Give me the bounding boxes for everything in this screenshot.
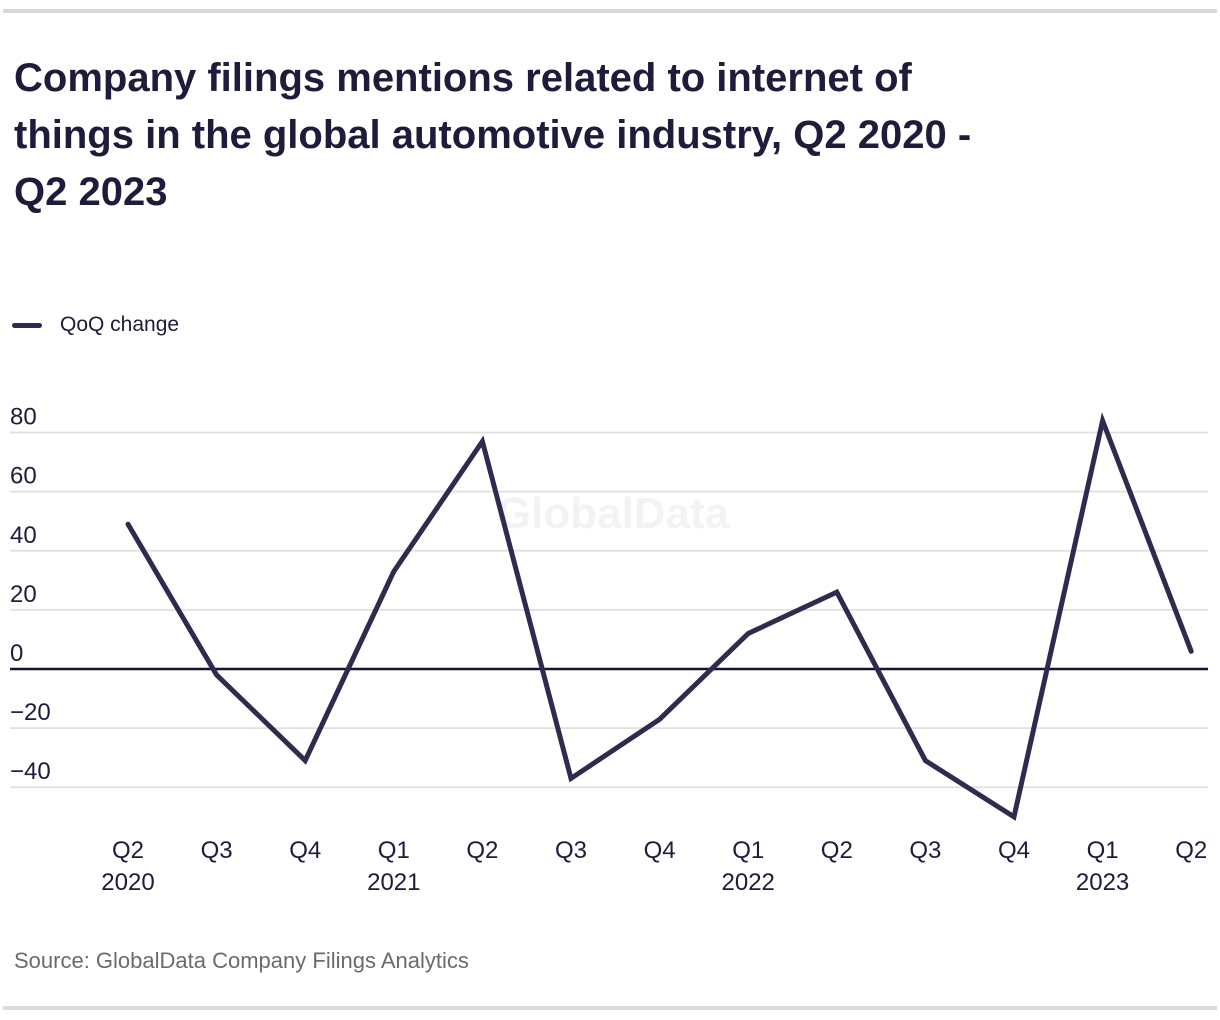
watermark: GlobalData: [497, 489, 730, 538]
top-border-rule: [3, 9, 1217, 13]
y-tick-label: 60: [10, 463, 37, 490]
chart-title-line-1: Company filings mentions related to inte…: [14, 56, 912, 100]
legend-label: QoQ change: [60, 313, 180, 336]
chart-title-line-3: Q2 2023: [14, 170, 168, 214]
bottom-border-rule: [3, 1006, 1217, 1010]
x-tick-label: Q4: [998, 837, 1030, 864]
x-tick-label: Q4: [289, 837, 321, 864]
x-tick-label: Q1: [1087, 837, 1119, 864]
y-tick-label: 0: [10, 640, 23, 667]
x-tick-label: Q2: [1175, 837, 1207, 864]
x-year-label: 2020: [101, 869, 154, 896]
qoq-line-chart: GlobalData 80 60 40 20 0 −20 −40 Q2 2020 Q3 Q4 Q1 202…: [10, 404, 1208, 896]
x-tick-label: Q2: [466, 837, 498, 864]
chart-title-line-2: things in the global automotive industry…: [14, 113, 972, 157]
x-tick-label: Q3: [555, 837, 587, 864]
x-tick-label: Q4: [644, 837, 676, 864]
x-tick-label: Q3: [909, 837, 941, 864]
legend: QoQ change: [12, 312, 179, 338]
y-tick-label: 40: [10, 522, 37, 549]
qoq-change-series-line[interactable]: [125, 412, 1194, 821]
source-caption: Source: GlobalData Company Filings Analy…: [14, 948, 469, 973]
x-tick-label: Q1: [378, 837, 410, 864]
x-tick-label: Q3: [201, 837, 233, 864]
chart-title: Company filings mentions related to inte…: [14, 50, 971, 221]
x-tick-label: Q1: [732, 837, 764, 864]
x-year-label: 2022: [722, 869, 775, 896]
x-year-label: 2021: [367, 869, 420, 896]
y-tick-label: 80: [10, 404, 37, 431]
y-tick-label: −40: [10, 758, 51, 785]
x-tick-label: Q2: [821, 837, 853, 864]
y-tick-label: −20: [10, 699, 51, 726]
legend-line-swatch: [12, 322, 42, 328]
x-tick-label: Q2: [112, 837, 144, 864]
y-tick-label: 20: [10, 581, 37, 608]
x-year-label: 2023: [1076, 869, 1129, 896]
